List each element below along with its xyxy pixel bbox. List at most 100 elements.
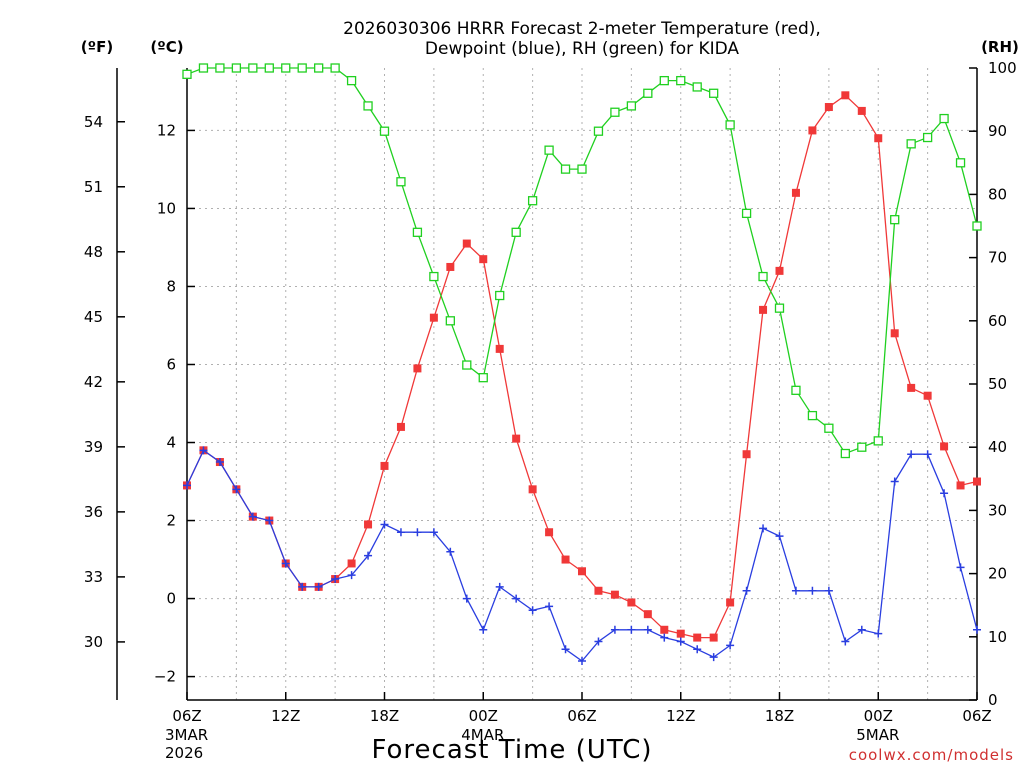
rh-point: [478, 373, 488, 383]
temperature-point: [512, 434, 521, 443]
series-filled-square: [183, 91, 981, 642]
temperature-point: [561, 555, 570, 564]
dewpoint-point: [627, 625, 636, 634]
dewpoint-point: [314, 582, 323, 591]
temperature-point: [479, 255, 488, 264]
rh-point: [462, 360, 472, 370]
temperature-point: [841, 91, 850, 100]
rh-point: [906, 139, 916, 149]
celsius-tick-label: 0: [166, 590, 176, 608]
rh-tick-label: 100: [988, 59, 1017, 77]
unit-label-rh: (RH): [981, 38, 1019, 56]
x-tick-label: 12Z: [666, 707, 695, 725]
temperature-point: [347, 559, 356, 568]
dewpoint-point: [248, 512, 257, 521]
rh-point: [659, 75, 669, 86]
dewpoint-point: [660, 633, 669, 642]
rh-point: [429, 271, 439, 282]
rh-point: [626, 101, 637, 111]
dewpoint-point: [380, 520, 389, 529]
rh-point: [215, 63, 225, 73]
dewpoint-point: [923, 450, 932, 459]
rh-point: [593, 126, 604, 136]
rh-point: [314, 63, 324, 73]
rh-point: [182, 69, 192, 79]
temperature-point: [808, 126, 817, 135]
dewpoint-point: [578, 656, 586, 665]
rh-point: [379, 126, 390, 136]
rh-point: [955, 158, 966, 168]
fahrenheit-tick-label: 36: [84, 503, 103, 521]
rh-tick-label: 0: [988, 691, 998, 709]
gridlines: [187, 68, 977, 700]
celsius-tick-label: 10: [157, 199, 176, 217]
rh-point: [511, 227, 521, 237]
rh-tick-label: 20: [988, 565, 1007, 583]
rh-point: [330, 63, 340, 73]
dewpoint-point: [199, 446, 208, 455]
dewpoint-point: [347, 571, 356, 580]
temperature-point: [610, 590, 619, 599]
fahrenheit-tick-label: 45: [84, 308, 103, 326]
dewpoint-point: [364, 551, 373, 560]
dewpoint-point: [594, 637, 603, 646]
fahrenheit-tick-label: 51: [84, 178, 103, 196]
temperature-point: [775, 266, 784, 275]
dewpoint-point: [808, 586, 817, 595]
rh-point: [807, 410, 818, 421]
dewpoint-point: [298, 582, 307, 591]
rh-point: [445, 316, 455, 326]
temperature-point: [973, 477, 981, 486]
chart-title-line1: 2026030306 HRRR Forecast 2-meter Tempera…: [343, 19, 821, 39]
unit-label-fahrenheit: (ºF): [81, 38, 113, 56]
dewpoint-point: [956, 563, 965, 572]
dewpoint-point: [528, 606, 537, 615]
rh-point: [544, 145, 554, 155]
dewpoint-point: [512, 594, 521, 603]
dewpoint-point: [643, 625, 652, 634]
x-axis-label: Forecast Time (UTC): [371, 735, 652, 765]
dewpoint-point: [446, 547, 455, 556]
rh-tick-label: 60: [988, 312, 1007, 330]
x-tick-label: 12Z: [271, 707, 300, 725]
x-tick-label: 06Z: [567, 707, 596, 725]
temperature-point: [578, 567, 586, 576]
dewpoint-point: [429, 528, 438, 537]
dewpoint-point: [841, 637, 850, 646]
x-date-label: 2026: [165, 744, 203, 762]
rh-point: [297, 63, 307, 73]
rh-point: [643, 88, 653, 98]
x-tick-label: 18Z: [765, 707, 794, 725]
dewpoint-point: [413, 528, 422, 537]
dewpoint-point: [940, 489, 949, 498]
temperature-point: [462, 239, 471, 248]
temperature-point: [594, 586, 603, 595]
x-date-label: 3MAR: [165, 726, 208, 744]
x-date-label: 4MAR: [461, 726, 504, 744]
fahrenheit-tick-label: 33: [84, 568, 103, 586]
temperature-point: [923, 391, 932, 400]
rh-point: [281, 63, 291, 73]
temperature-point: [857, 106, 866, 115]
dewpoint-point: [726, 641, 735, 650]
rh-point: [890, 215, 900, 225]
rh-tick-label: 10: [988, 628, 1007, 646]
rh-point: [412, 227, 423, 237]
dewpoint-point: [775, 532, 784, 541]
credit-link[interactable]: coolwx.com/models: [849, 746, 1014, 764]
dewpoint-point: [479, 625, 488, 634]
rh-point: [610, 107, 620, 117]
dewpoint-point: [396, 528, 405, 537]
rh-point: [363, 101, 373, 111]
rh-point: [264, 63, 274, 73]
rh-tick-label: 90: [988, 122, 1007, 140]
fahrenheit-tick-label: 54: [84, 113, 103, 131]
dewpoint-point: [824, 586, 833, 595]
dewpoint-point: [331, 575, 340, 584]
temperature-point: [545, 528, 554, 537]
temperature-point: [446, 262, 455, 271]
chart-title-line2: Dewpoint (blue), RH (green) for KIDA: [425, 39, 740, 59]
series-open-square: [182, 63, 982, 459]
rh-point: [922, 132, 933, 143]
